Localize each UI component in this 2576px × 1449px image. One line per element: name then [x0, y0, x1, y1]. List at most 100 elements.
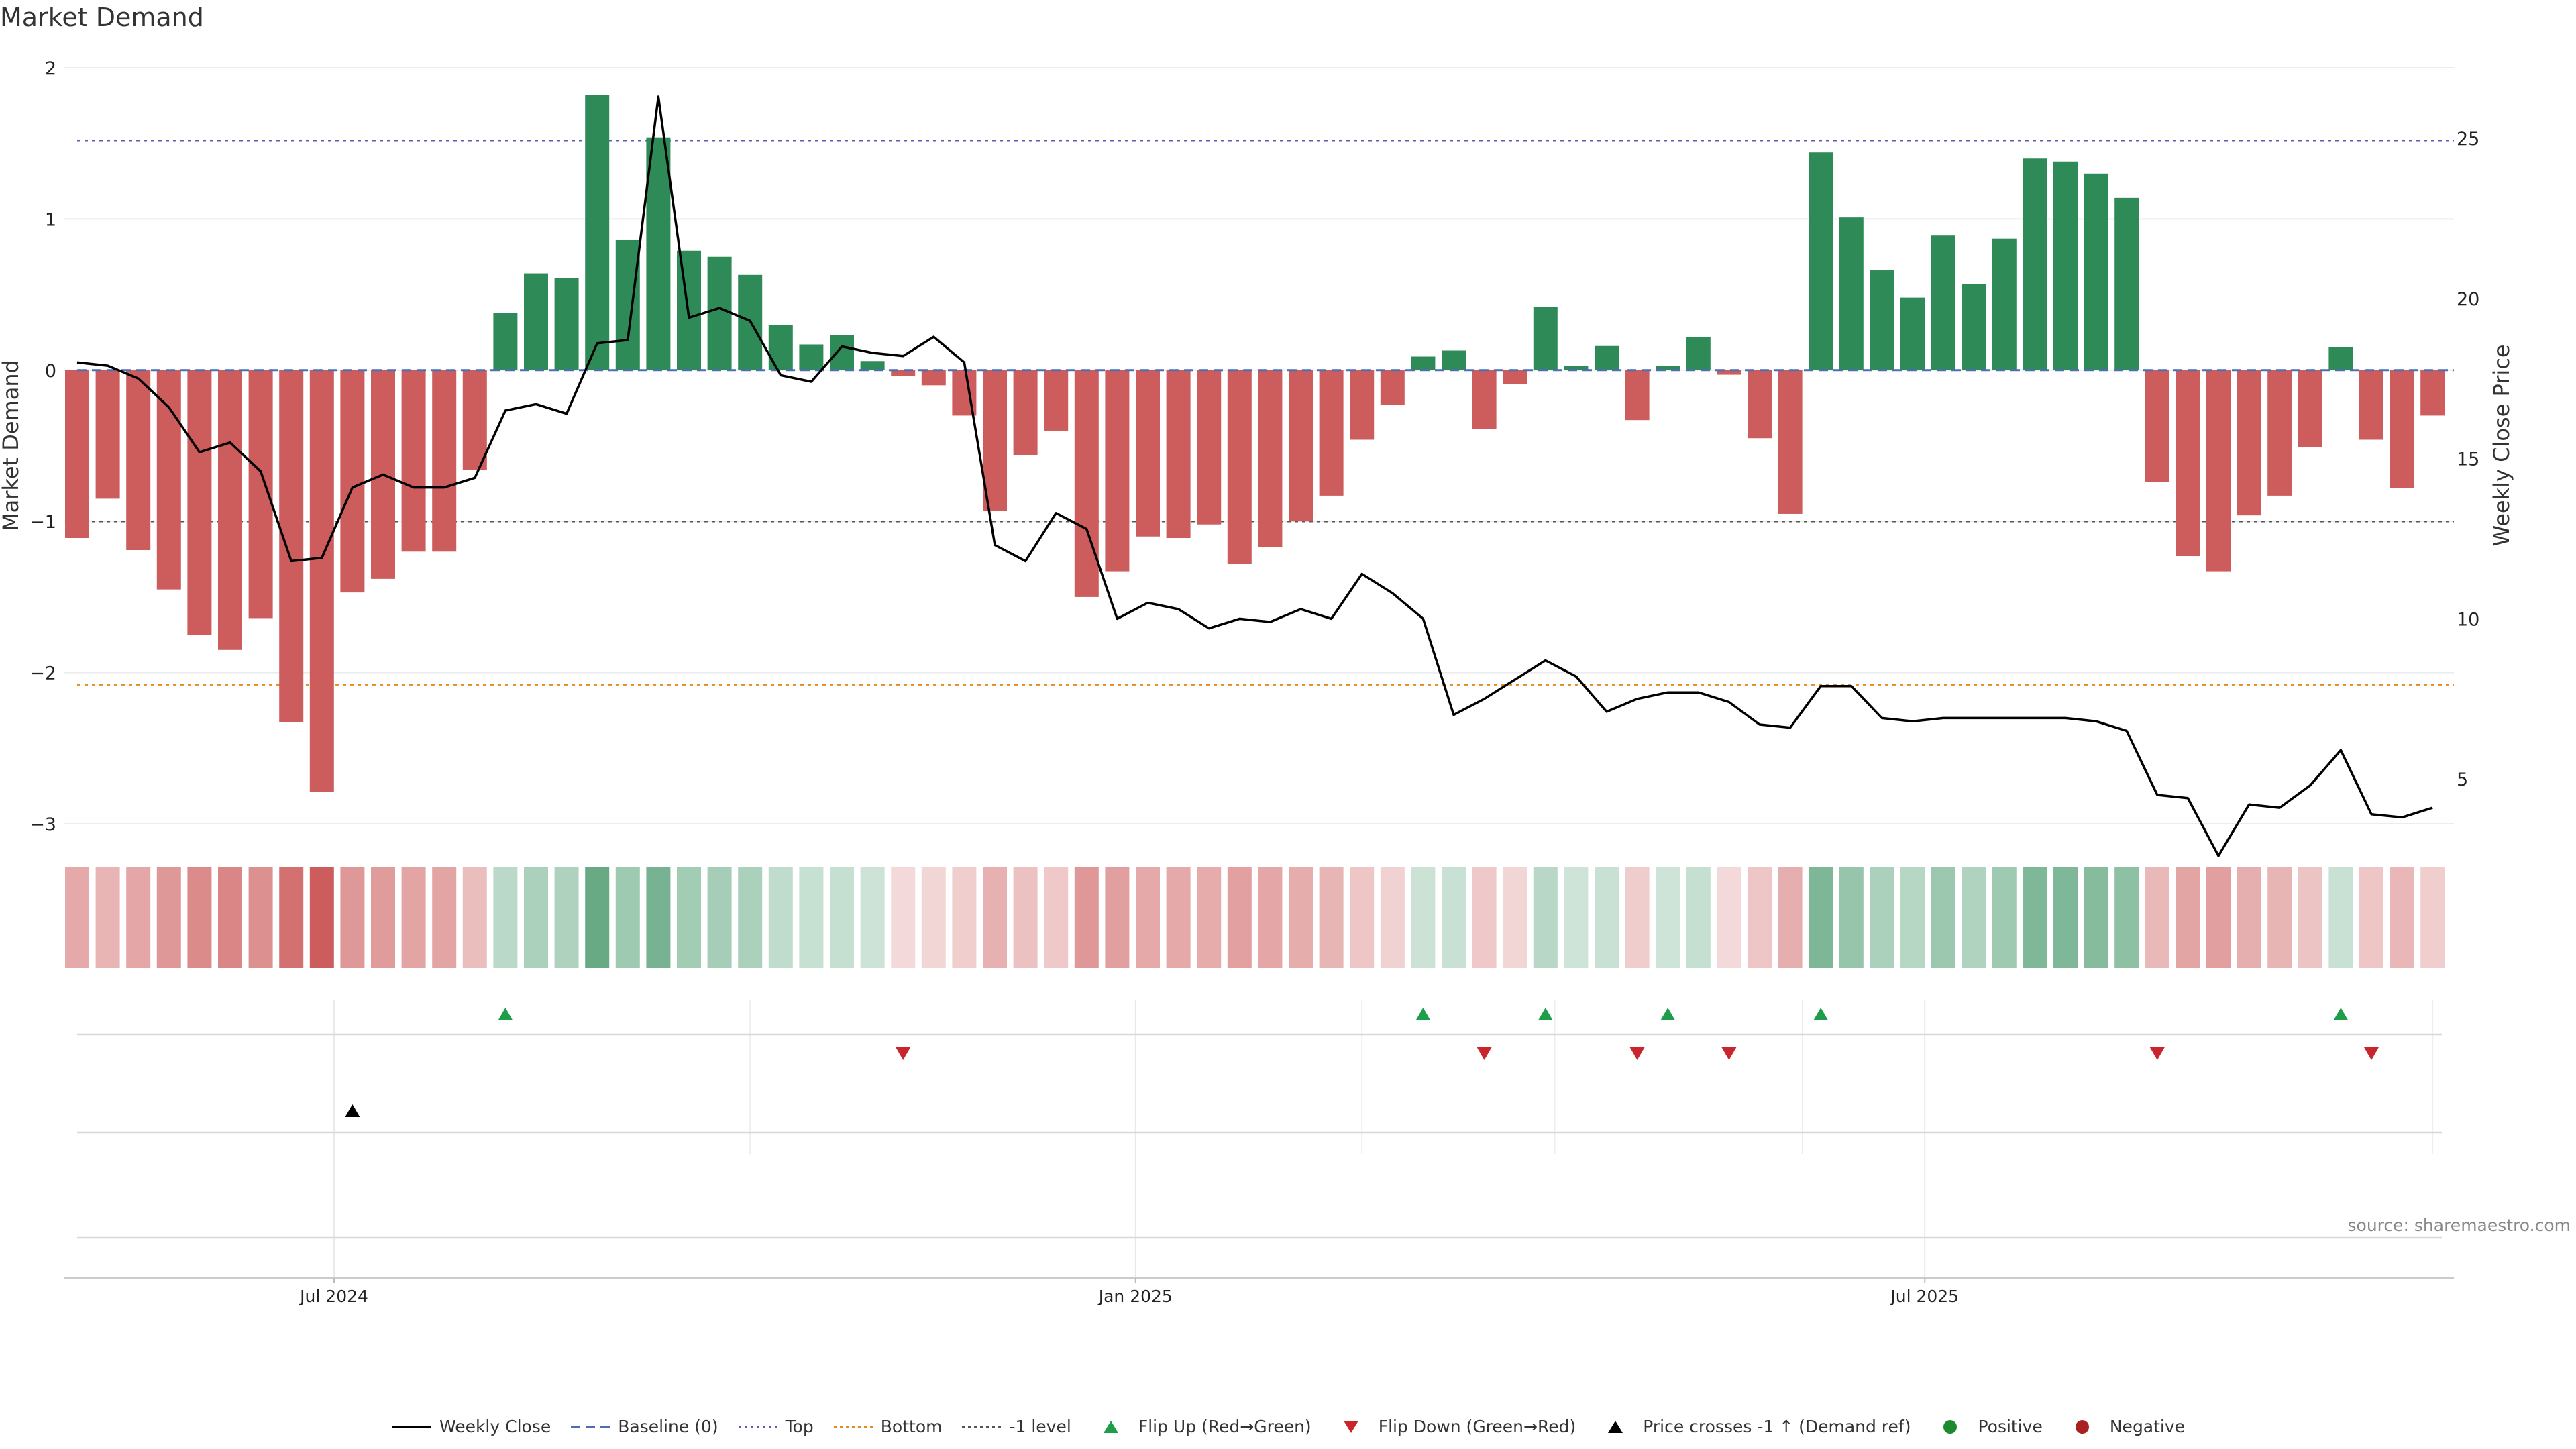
- heatmap-cell: [2298, 867, 2322, 968]
- demand-bar: [860, 361, 885, 370]
- heatmap-cell: [1258, 867, 1283, 968]
- legend-item-cross: Price crosses -1 ↑ (Demand ref): [1595, 1417, 1911, 1436]
- heatmap-cell: [126, 867, 151, 968]
- legend-item-flip-up: Flip Up (Red→Green): [1090, 1417, 1311, 1436]
- heatmap-cell: [524, 867, 548, 968]
- x-tick-label: Jul 2024: [299, 1287, 368, 1306]
- demand-bar: [1380, 370, 1405, 405]
- heatmap-cell: [65, 867, 89, 968]
- demand-bar: [1992, 238, 2017, 370]
- demand-bar: [1044, 370, 1069, 431]
- heatmap-cell: [2114, 867, 2139, 968]
- heatmap-cell: [983, 867, 1007, 968]
- heatmap-cell: [2390, 867, 2414, 968]
- demand-bar: [2084, 173, 2108, 370]
- demand-bar: [524, 273, 548, 370]
- heatmap-cell: [1197, 867, 1222, 968]
- heatmap-cell: [1992, 867, 2017, 968]
- demand-bar: [1319, 370, 1344, 496]
- heatmap-cell: [1350, 867, 1375, 968]
- demand-bar: [830, 335, 854, 370]
- demand-bar: [1839, 217, 1864, 370]
- heatmap-cell: [1564, 867, 1589, 968]
- flip-up-marker: [1538, 1008, 1553, 1020]
- x-tick-label: Jul 2025: [1889, 1287, 1959, 1306]
- demand-bar: [2267, 370, 2292, 496]
- demand-bar: [1809, 152, 1833, 370]
- heatmap-cell: [1778, 867, 1803, 968]
- demand-bar: [1900, 297, 1925, 370]
- demand-bar: [554, 278, 579, 370]
- heatmap-cell: [891, 867, 916, 968]
- heatmap-cell: [1227, 867, 1252, 968]
- heatmap-cell: [156, 867, 181, 968]
- legend-item-bottom: Bottom: [833, 1417, 942, 1436]
- legend-label: Price crosses -1 ↑ (Demand ref): [1643, 1417, 1911, 1436]
- legend-swatch: [833, 1418, 874, 1436]
- heatmap-cell: [1472, 867, 1497, 968]
- flip-down-marker: [896, 1047, 911, 1060]
- demand-bar: [799, 344, 824, 370]
- heatmap-cell: [248, 867, 273, 968]
- y-tick-label: −1: [30, 512, 56, 533]
- demand-bar: [1503, 370, 1527, 384]
- legend-item-dot-negative: Negative: [2061, 1417, 2185, 1436]
- chart-title: Market Demand: [0, 3, 204, 32]
- heatmap-cell: [1931, 867, 1955, 968]
- demand-bar: [2328, 347, 2353, 370]
- legend-item-flip-down: Flip Down (Green→Red): [1330, 1417, 1576, 1436]
- y-tick-label: 1: [45, 209, 56, 230]
- demand-bar: [187, 370, 212, 635]
- heatmap-cell: [830, 867, 854, 968]
- flip-down-marker: [1721, 1047, 1737, 1060]
- flip-down-marker: [2149, 1047, 2165, 1060]
- heatmap-cell: [2145, 867, 2169, 968]
- flip-down-marker: [2364, 1047, 2379, 1060]
- demand-bar: [1197, 370, 1222, 525]
- heatmap-cell: [1717, 867, 1741, 968]
- demand-bar: [768, 325, 793, 370]
- heatmap-cell: [2023, 867, 2047, 968]
- legend-label: Flip Up (Red→Green): [1138, 1417, 1311, 1436]
- heatmap-cell: [1625, 867, 1650, 968]
- heatmap-cell: [768, 867, 793, 968]
- demand-bar: [2359, 370, 2383, 440]
- legend-swatch: [1595, 1418, 1636, 1436]
- legend-label: Flip Down (Green→Red): [1378, 1417, 1576, 1436]
- flip-up-marker: [1813, 1008, 1829, 1020]
- legend-item-price: Weekly Close: [391, 1417, 551, 1436]
- heatmap-cell: [1870, 867, 1894, 968]
- legend-swatch: [1929, 1418, 1971, 1436]
- demand-bar: [1656, 366, 1680, 370]
- heatmap-cell: [2359, 867, 2383, 968]
- heatmap-cell: [1533, 867, 1558, 968]
- legend-swatch: [737, 1418, 779, 1436]
- demand-bar: [95, 370, 120, 499]
- demand-bar: [1962, 284, 1986, 370]
- flip-down-marker: [1629, 1047, 1645, 1060]
- heatmap-cell: [1962, 867, 1986, 968]
- legend-item-dot-positive: Positive: [1929, 1417, 2043, 1436]
- flip-up-marker: [1415, 1008, 1431, 1020]
- demand-bar: [1289, 370, 1313, 522]
- demand-bar: [1931, 235, 1955, 370]
- heatmap-cell: [1105, 867, 1130, 968]
- heatmap-cell: [707, 867, 732, 968]
- demand-bar: [1411, 356, 1436, 370]
- heatmap-cell: [2328, 867, 2353, 968]
- y2-axis-label: Weekly Close Price: [2489, 344, 2514, 546]
- demand-bar: [279, 370, 304, 722]
- flip-down-marker: [1477, 1047, 1492, 1060]
- demand-bar: [646, 137, 671, 370]
- y2-tick-label: 10: [2457, 609, 2479, 630]
- demand-bar: [1350, 370, 1375, 440]
- legend-swatch: [570, 1418, 611, 1436]
- demand-bar: [585, 95, 610, 370]
- demand-bar: [432, 370, 457, 552]
- y-tick-label: 0: [45, 361, 56, 382]
- demand-bar: [1227, 370, 1252, 564]
- heatmap-cell: [1900, 867, 1925, 968]
- demand-bar: [65, 370, 89, 538]
- demand-bar: [2053, 161, 2078, 370]
- heatmap-cell: [340, 867, 365, 968]
